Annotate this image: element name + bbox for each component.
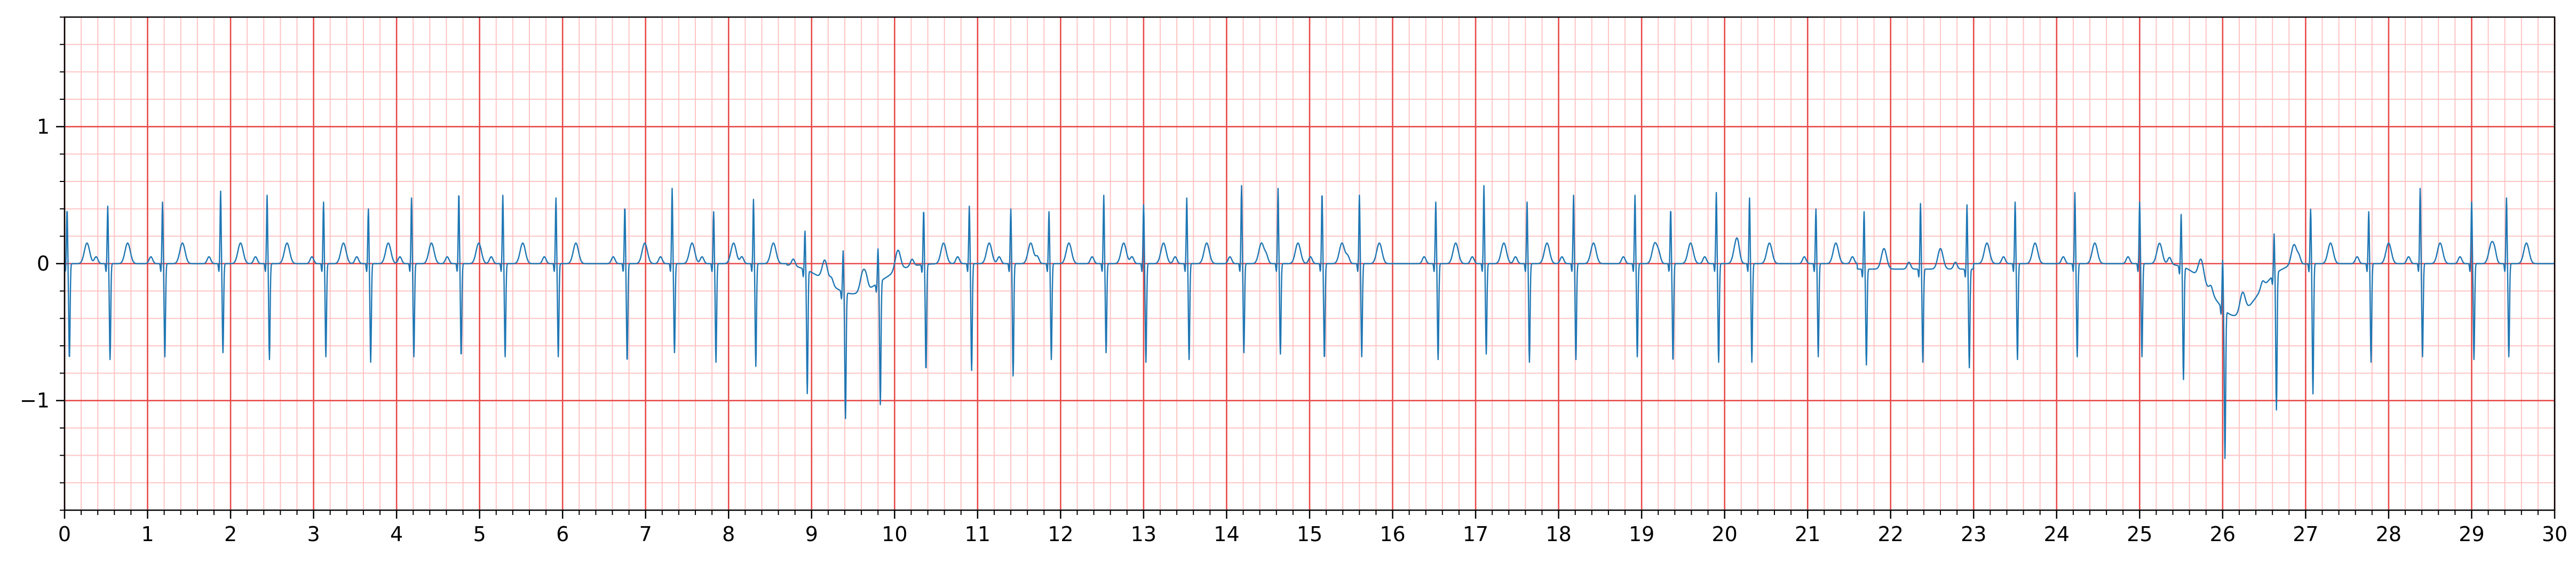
x-tick-label: 24 [2044, 522, 2070, 546]
x-tick-label: 17 [1463, 522, 1488, 546]
ecg-trace [64, 185, 2555, 459]
y-tick-label: −1 [20, 389, 50, 413]
x-tick-label: 0 [58, 522, 71, 546]
x-tick-label: 1 [141, 522, 154, 546]
x-tick-label: 21 [1795, 522, 1820, 546]
x-tick-label: 13 [1131, 522, 1156, 546]
x-tick-label: 30 [2542, 522, 2567, 546]
x-axis: 0 1 2 3 4 5 6 7 8 9 10 11 12 13 14 15 16 17 18 19 20 21 22 23 24… [58, 510, 2567, 546]
x-tick-label: 2 [224, 522, 237, 546]
x-tick-label: 10 [882, 522, 907, 546]
x-tick-label: 22 [1878, 522, 1904, 546]
x-tick-label: 27 [2293, 522, 2318, 546]
x-tick-label: 11 [965, 522, 990, 546]
plot-area [64, 16, 2556, 511]
y-tick-label: 0 [37, 252, 50, 275]
x-tick-label: 26 [2210, 522, 2236, 546]
x-tick-label: 28 [2376, 522, 2401, 546]
series-layer [64, 185, 2555, 459]
x-tick-label: 8 [722, 522, 735, 546]
x-tick-label: 18 [1545, 522, 1571, 546]
y-tick-label: 1 [37, 115, 50, 138]
x-tick-label: 6 [556, 522, 569, 546]
x-tick-label: 9 [805, 522, 818, 546]
x-tick-label: 29 [2459, 522, 2484, 546]
x-tick-label: 4 [390, 522, 403, 546]
x-tick-label: 14 [1214, 522, 1239, 546]
x-tick-label: 20 [1711, 522, 1737, 546]
x-tick-label: 12 [1048, 522, 1073, 546]
x-tick-label: 7 [639, 522, 652, 546]
x-tick-label: 23 [1961, 522, 1986, 546]
x-tick-label: 19 [1629, 522, 1654, 546]
x-tick-label: 16 [1380, 522, 1405, 546]
x-tick-label: 5 [473, 522, 486, 546]
x-tick-label: 25 [2127, 522, 2152, 546]
x-tick-label: 3 [307, 522, 320, 546]
x-tick-label: 15 [1297, 522, 1322, 546]
y-axis: 1 0 −1 [20, 17, 65, 511]
